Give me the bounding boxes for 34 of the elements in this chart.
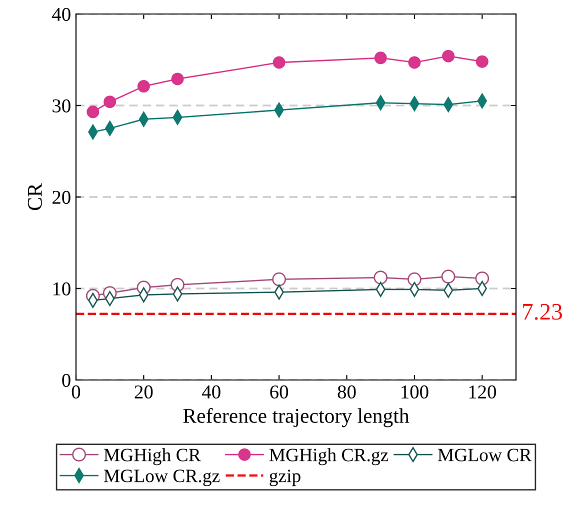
point [104, 96, 116, 108]
point [441, 270, 456, 284]
point [476, 55, 488, 68]
point [408, 56, 421, 69]
x-tick-label: 0 [72, 385, 80, 399]
point [374, 270, 388, 284]
point [137, 80, 150, 93]
point [272, 56, 286, 69]
y-tick-label: 0 [62, 374, 70, 387]
x-axis-title: Reference trajectory length [183, 408, 410, 428]
legend-label: MGLow CR.gz [104, 470, 220, 486]
legend-label: MGHigh CR.gz [269, 448, 388, 466]
point [374, 52, 387, 64]
y-tick-label: 40 [52, 8, 70, 21]
point [442, 50, 455, 62]
y-axis-title: CR [28, 183, 42, 210]
point [86, 106, 100, 118]
y-tick-label: 20 [52, 190, 70, 204]
legend-label: MGHigh CR [104, 448, 201, 466]
point [475, 271, 490, 286]
x-tick-label: 100 [402, 385, 428, 399]
x-tick-label: 60 [270, 385, 288, 399]
legend-label: MGLow CR [438, 448, 532, 462]
legend-label: gzip [270, 470, 300, 486]
x-tick-label: 20 [134, 385, 153, 399]
annotation: 7.23 [523, 304, 562, 320]
point [272, 272, 286, 286]
y-tick-label: 10 [53, 282, 70, 296]
x-tick-label: 80 [338, 385, 356, 399]
point [171, 72, 184, 86]
x-tick-label: 120 [469, 385, 496, 399]
point [408, 272, 422, 286]
y-tick-label: 30 [52, 99, 70, 112]
x-tick-label: 40 [202, 385, 220, 399]
